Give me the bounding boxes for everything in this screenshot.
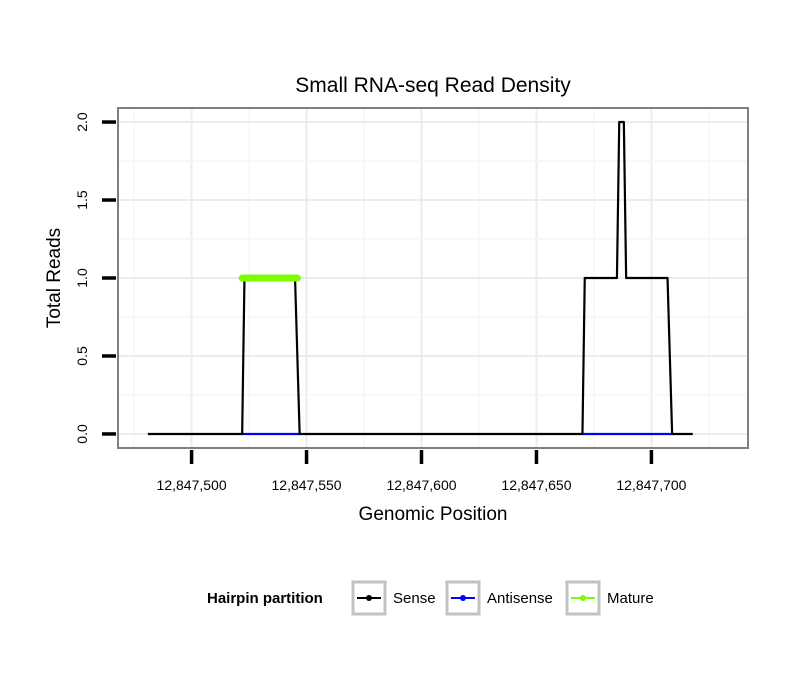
y-tick-label: 0.5 [74,346,90,366]
legend-marker-sense [366,595,372,601]
legend-title: Hairpin partition [207,590,323,607]
legend-label-mature: Mature [607,590,654,607]
x-tick-label: 12,847,700 [616,477,686,493]
chart-title: Small RNA-seq Read Density [295,74,571,97]
legend: Hairpin partition Sense Antisense Mature [207,580,654,616]
x-tick-label: 12,847,650 [501,477,571,493]
legend-label-sense: Sense [393,590,436,607]
y-tick-label: 0.0 [74,424,90,444]
data-series [147,120,693,436]
legend-label-antisense: Antisense [487,590,553,607]
x-tick-label: 12,847,550 [272,477,342,493]
legend-item-mature: Mature [565,580,654,616]
y-tick-label: 2.0 [74,112,90,132]
y-axis-title: Total Reads [44,228,65,328]
y-tick-label: 1.0 [74,268,90,288]
legend-marker-mature [580,595,586,601]
legend-item-sense: Sense [351,580,436,616]
x-tick-label: 12,847,500 [157,477,227,493]
legend-marker-antisense [460,595,466,601]
axes: 12,847,500 12,847,550 12,847,600 12,847,650… [74,112,687,493]
y-tick-label: 1.5 [74,190,90,210]
x-tick-label: 12,847,600 [386,477,456,493]
x-axis-title: Genomic Position [359,504,508,525]
legend-item-antisense: Antisense [445,580,553,616]
plot-panel [117,107,749,449]
plot-panel-border [117,107,749,449]
